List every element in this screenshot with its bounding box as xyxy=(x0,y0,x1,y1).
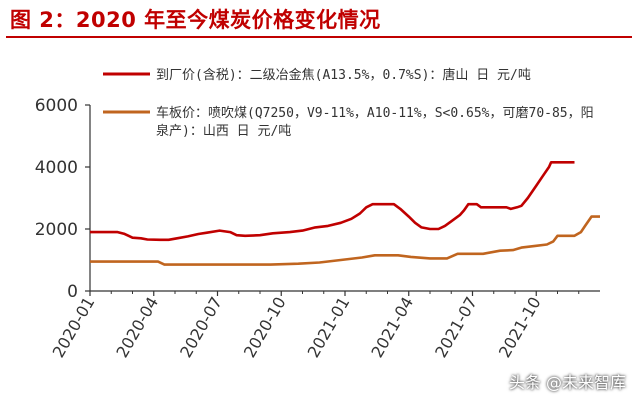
y-tick-label: 2000 xyxy=(35,220,78,240)
x-axis: 2020-01 2020-04 2020-07 2020-10 2021-01 2021-… xyxy=(49,290,600,361)
title-underline xyxy=(6,36,632,38)
x-tick-label: 2021-04 xyxy=(367,294,417,361)
x-tick-label: 2020-04 xyxy=(112,294,162,361)
legend-label-2: 车板价：喷吹煤(Q7250，V9-11%，A10-11%，S<0.65%，可磨7… xyxy=(156,105,594,139)
y-tick-label: 0 xyxy=(67,282,78,302)
y-tick-label: 6000 xyxy=(35,96,78,116)
series-line-2 xyxy=(90,215,600,266)
legend: 到厂价(含税)：二级冶金焦(A13.5%，0.7%S)：唐山 日 元/吨车板价：… xyxy=(103,67,594,139)
x-tick-label: 2021-01 xyxy=(304,294,354,361)
x-tick-label: 2020-07 xyxy=(176,294,226,361)
x-tick-label: 2021-07 xyxy=(431,294,481,361)
watermark: 头条 @未来智库 xyxy=(508,373,626,392)
series-lines xyxy=(90,161,600,266)
x-tick-label: 2021-10 xyxy=(495,294,545,361)
y-axis: 0 2000 4000 6000 xyxy=(35,96,91,302)
series-line-1 xyxy=(90,161,575,242)
legend-label-2-line1: 车板价：喷吹煤(Q7250，V9-11%，A10-11%，S<0.65%，可磨7… xyxy=(156,105,594,121)
legend-label-2-line2: 泉产)：山西 日 元/吨 xyxy=(156,123,291,139)
y-tick-label: 4000 xyxy=(35,158,78,178)
x-tick-label: 2020-01 xyxy=(49,294,99,361)
legend-label-1: 到厂价(含税)：二级冶金焦(A13.5%，0.7%S)：唐山 日 元/吨 xyxy=(156,67,531,83)
chart-title: 图 2：2020 年至今煤炭价格变化情况 xyxy=(10,8,381,32)
x-tick-label: 2020-10 xyxy=(240,294,290,361)
